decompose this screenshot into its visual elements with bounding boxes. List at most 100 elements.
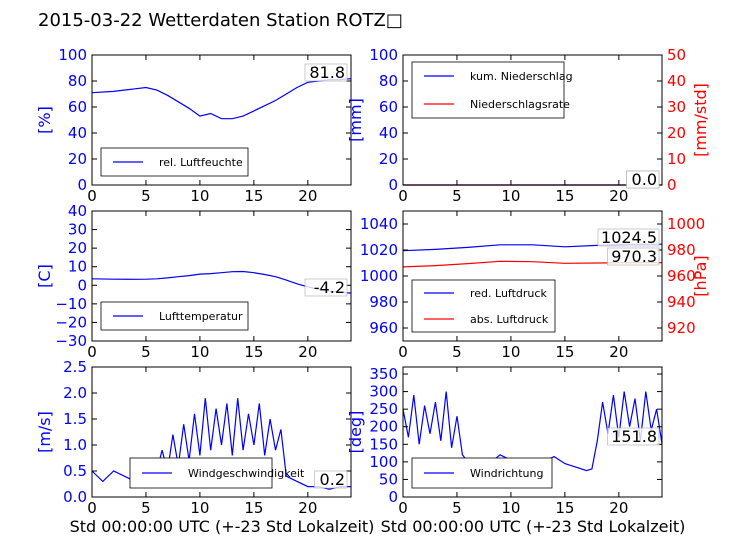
legend-box [100, 301, 249, 331]
chart-panel-2: 0 5 10 15 20 0 20 40 60 80 100 0 10 20 30 40 50 [mm] [mm/s… [346, 46, 710, 205]
y2-tick-label: 0 [667, 176, 677, 194]
y-tick-label: 20 [68, 150, 87, 168]
y-tick-label: 0 [77, 176, 87, 194]
x-tick-label: 0 [87, 343, 97, 361]
value-box [607, 247, 660, 266]
y-tick-label: 40 [379, 124, 398, 142]
legend-label: Lufttemperatur [159, 310, 243, 323]
y2-tick-label: 980 [667, 241, 696, 259]
chart-panel-3: 0 5 10 15 20−30−20−10010203040[C]Lufttempera… [35, 202, 352, 361]
y-tick-label: 60 [68, 98, 87, 116]
chart-panel-1: 0 5 10 15 20 0 20 40 60 80 100 [%] rel. Luftfeuchte 8… [35, 46, 352, 205]
y-tick-label: 1040 [360, 215, 398, 233]
current-value-label: -4.2 [314, 278, 345, 297]
y-tick-label: 0 [388, 488, 398, 506]
y-tick-label: 1.0 [63, 436, 87, 454]
y-tick-label: 80 [68, 72, 87, 90]
chart-panel-5: 0 5 10 15 20 0.0 0.5 1.0 1.5 2.0 2.5 [m/s] Windgesch… [35, 358, 352, 517]
x-tick-label: 20 [609, 187, 628, 205]
y-tick-label: 0 [77, 276, 87, 294]
y-tick-label: 2.5 [63, 358, 87, 376]
y-axis-label: [deg] [346, 411, 365, 454]
y2-tick-label: 50 [667, 46, 686, 64]
y-tick-label: 20 [379, 150, 398, 168]
x-tick-label: 15 [555, 499, 574, 517]
x-tick-label: 5 [141, 187, 151, 205]
current-value-label: 81.8 [309, 63, 345, 82]
y-tick-label: 10 [68, 258, 87, 276]
y-axis-label: [C] [35, 264, 54, 288]
x-tick-label: 15 [244, 187, 263, 205]
legend-label: Niederschlagsrate [470, 98, 570, 111]
x-tick-label: 0 [398, 343, 408, 361]
y-tick-label: −10 [55, 295, 87, 313]
x-tick-label: 0 [87, 187, 97, 205]
legend-label: Windgeschwindigkeit [188, 467, 305, 480]
y2-tick-label: 30 [667, 98, 686, 116]
y-tick-label: 40 [68, 124, 87, 142]
x-tick-label: 5 [141, 499, 151, 517]
y-tick-label: 100 [369, 453, 398, 471]
current-value-label: 1024.5 [601, 228, 657, 247]
plot-frame [91, 210, 352, 342]
x-tick-label: 0 [87, 499, 97, 517]
x-axis-label-left: Std 00:00:00 UTC (+-23 Std Lokalzeit) [70, 517, 375, 536]
y-tick-label: 20 [68, 239, 87, 257]
current-value-label: 0.0 [632, 170, 657, 189]
x-tick-label: 20 [298, 187, 317, 205]
x-tick-label: 10 [190, 187, 209, 205]
y-tick-label: 200 [369, 418, 398, 436]
y2-axis-label: [hPa] [691, 255, 710, 296]
x-tick-label: 10 [501, 499, 520, 517]
legend-label: Windrichtung [470, 467, 543, 480]
y-tick-label: 30 [68, 221, 87, 239]
y-tick-label: 0.0 [63, 488, 87, 506]
y2-tick-label: 920 [667, 319, 696, 337]
y-tick-label: 350 [369, 365, 398, 383]
x-tick-label: 15 [555, 187, 574, 205]
x-tick-label: 15 [244, 343, 263, 361]
y-tick-label: 100 [369, 46, 398, 64]
y-axis-label: [%] [35, 106, 54, 134]
y-tick-label: 250 [369, 400, 398, 418]
x-tick-label: 15 [244, 499, 263, 517]
series-line-1-1 [91, 78, 352, 120]
legend-box [411, 61, 565, 119]
x-tick-label: 10 [501, 187, 520, 205]
y2-tick-label: 20 [667, 124, 686, 142]
x-tick-label: 20 [298, 343, 317, 361]
y-tick-label: 980 [369, 293, 398, 311]
legend-label: abs. Luftdruck [470, 313, 549, 326]
y-tick-label: 40 [68, 202, 87, 220]
current-value-label: 151.8 [611, 427, 657, 446]
y-tick-label: 1.5 [63, 410, 87, 428]
y2-tick-label: 960 [667, 267, 696, 285]
y-tick-label: 100 [58, 46, 87, 64]
y2-tick-label: 940 [667, 293, 696, 311]
x-tick-label: 5 [452, 187, 462, 205]
x-tick-label: 0 [398, 499, 408, 517]
plot-frame [402, 54, 663, 186]
x-tick-label: 20 [298, 499, 317, 517]
x-axis-label-right: Std 00:00:00 UTC (+-23 Std Lokalzeit) [381, 517, 686, 536]
plot-frame [402, 366, 663, 498]
x-tick-label: 5 [452, 499, 462, 517]
x-tick-label: 5 [452, 343, 462, 361]
y2-tick-label: 1000 [667, 215, 705, 233]
x-tick-label: 15 [555, 343, 574, 361]
legend-label: kum. Niederschlag [470, 70, 573, 83]
y-axis-label: [m/s] [35, 411, 54, 453]
y-tick-label: 960 [369, 319, 398, 337]
y-tick-label: 0 [388, 176, 398, 194]
plot-frame [91, 54, 352, 186]
y-tick-label: 0.5 [63, 462, 87, 480]
y-tick-label: −30 [55, 332, 87, 350]
y-tick-label: 60 [379, 98, 398, 116]
chart-panel-4: 0 5 10 15 20 960 980 1000 1020 1040 920 940 960 980 10… [360, 210, 710, 361]
legend-label: rel. Luftfeuchte [159, 156, 243, 169]
value-box [597, 228, 660, 247]
chart-panel-6: 0 5 10 15 20050100150200250300350[deg]Windri… [346, 365, 663, 517]
x-tick-label: 20 [609, 343, 628, 361]
x-tick-label: 0 [398, 187, 408, 205]
